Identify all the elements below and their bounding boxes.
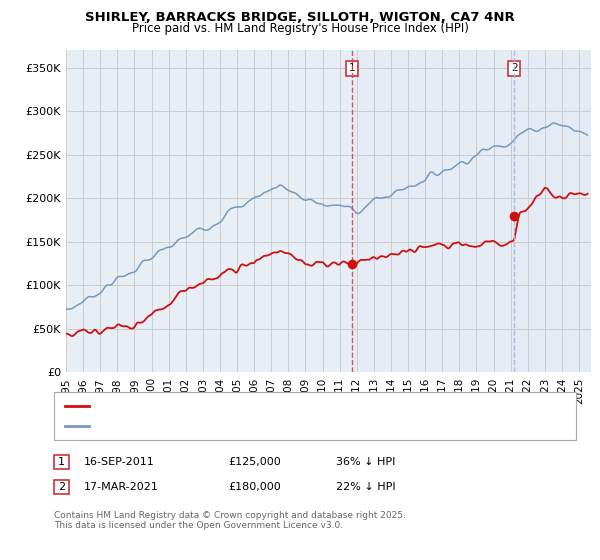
Text: 22% ↓ HPI: 22% ↓ HPI xyxy=(336,482,395,492)
Text: Contains HM Land Registry data © Crown copyright and database right 2025.
This d: Contains HM Land Registry data © Crown c… xyxy=(54,511,406,530)
Bar xyxy=(352,50,514,372)
Text: £180,000: £180,000 xyxy=(228,482,281,492)
Text: 16-SEP-2011: 16-SEP-2011 xyxy=(84,457,155,467)
Text: 1: 1 xyxy=(58,457,65,467)
Text: £125,000: £125,000 xyxy=(228,457,281,467)
Text: 2: 2 xyxy=(58,482,65,492)
Text: 2: 2 xyxy=(511,63,518,73)
Bar xyxy=(514,50,591,372)
Text: Price paid vs. HM Land Registry's House Price Index (HPI): Price paid vs. HM Land Registry's House … xyxy=(131,22,469,35)
Text: 17-MAR-2021: 17-MAR-2021 xyxy=(84,482,159,492)
Text: HPI: Average price, detached house, Cumberland: HPI: Average price, detached house, Cumb… xyxy=(93,421,334,431)
Text: SHIRLEY, BARRACKS BRIDGE, SILLOTH, WIGTON, CA7 4NR (detached house): SHIRLEY, BARRACKS BRIDGE, SILLOTH, WIGTO… xyxy=(93,402,466,411)
Text: 36% ↓ HPI: 36% ↓ HPI xyxy=(336,457,395,467)
Text: 1: 1 xyxy=(349,63,355,73)
Text: SHIRLEY, BARRACKS BRIDGE, SILLOTH, WIGTON, CA7 4NR: SHIRLEY, BARRACKS BRIDGE, SILLOTH, WIGTO… xyxy=(85,11,515,24)
